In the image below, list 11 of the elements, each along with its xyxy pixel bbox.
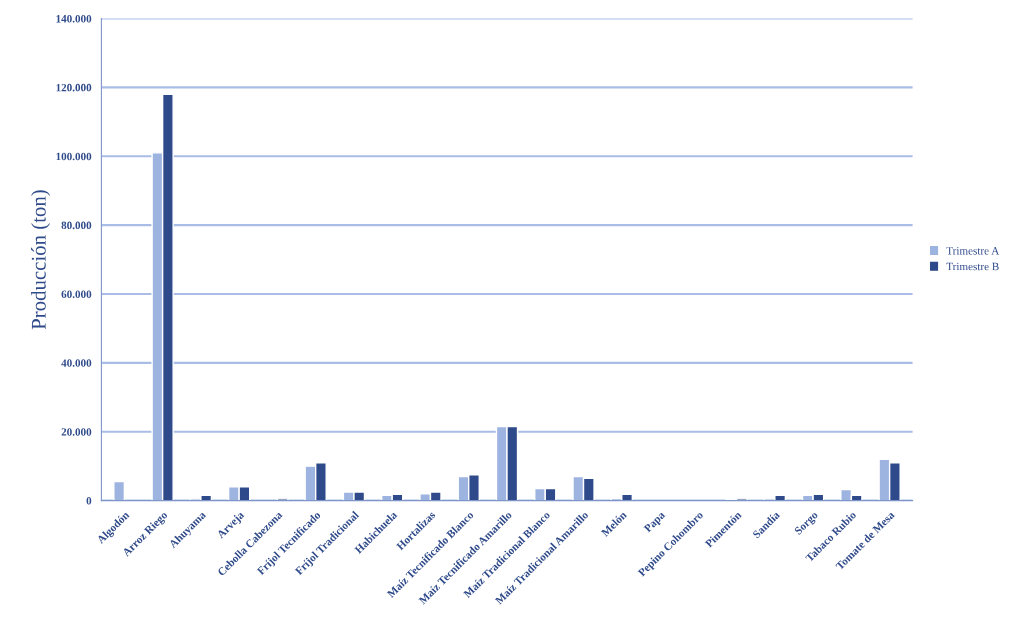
legend-label: Trimestre B bbox=[946, 262, 999, 271]
y-axis-title: Producción (ton) bbox=[31, 190, 51, 330]
y-tick-label: 80.000 bbox=[61, 221, 92, 230]
legend-label: Trimestre A bbox=[946, 247, 1000, 255]
y-tick-label: 140.000 bbox=[56, 15, 92, 23]
y-tick-label: 40.000 bbox=[61, 359, 92, 367]
y-tick-label: 120.000 bbox=[56, 83, 92, 92]
y-tick-label: 20.000 bbox=[61, 428, 92, 436]
y-tick-label: 60.000 bbox=[61, 290, 92, 298]
y-tick-label: 100.000 bbox=[56, 152, 92, 161]
y-tick-label: 0 bbox=[86, 497, 92, 505]
